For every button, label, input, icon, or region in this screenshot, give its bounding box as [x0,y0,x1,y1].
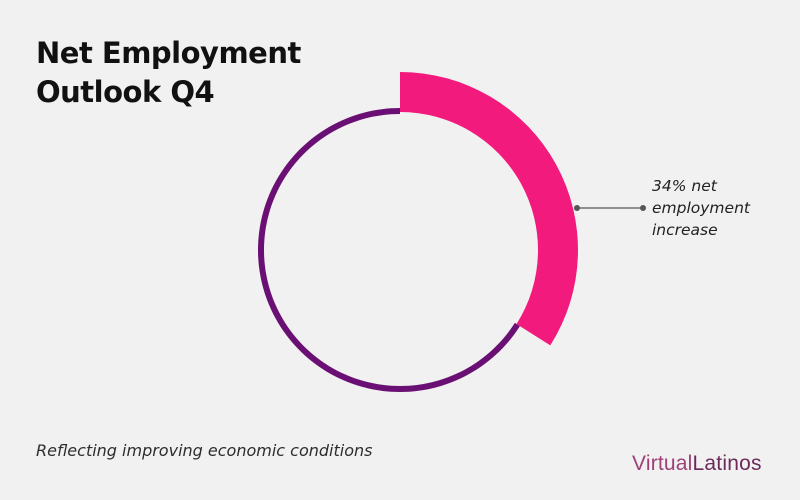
donut-slice-rest [258,108,520,393]
slice-annotation-label: 34% net employment increase [652,177,750,239]
brand-logo-part-a: Virtual [632,452,693,475]
chart-title: Net Employment Outlook Q4 [36,36,301,109]
donut-slice-highlight [400,72,578,346]
donut-slices [258,72,578,393]
annotation-leader-dot-end [640,205,646,211]
brand-logo: VirtualLatinos [632,452,762,476]
chart-subtitle: Reflecting improving economic conditions [36,441,373,460]
brand-logo-part-b: Latinos [692,452,762,475]
annotation-leader-dot-start [574,205,580,211]
